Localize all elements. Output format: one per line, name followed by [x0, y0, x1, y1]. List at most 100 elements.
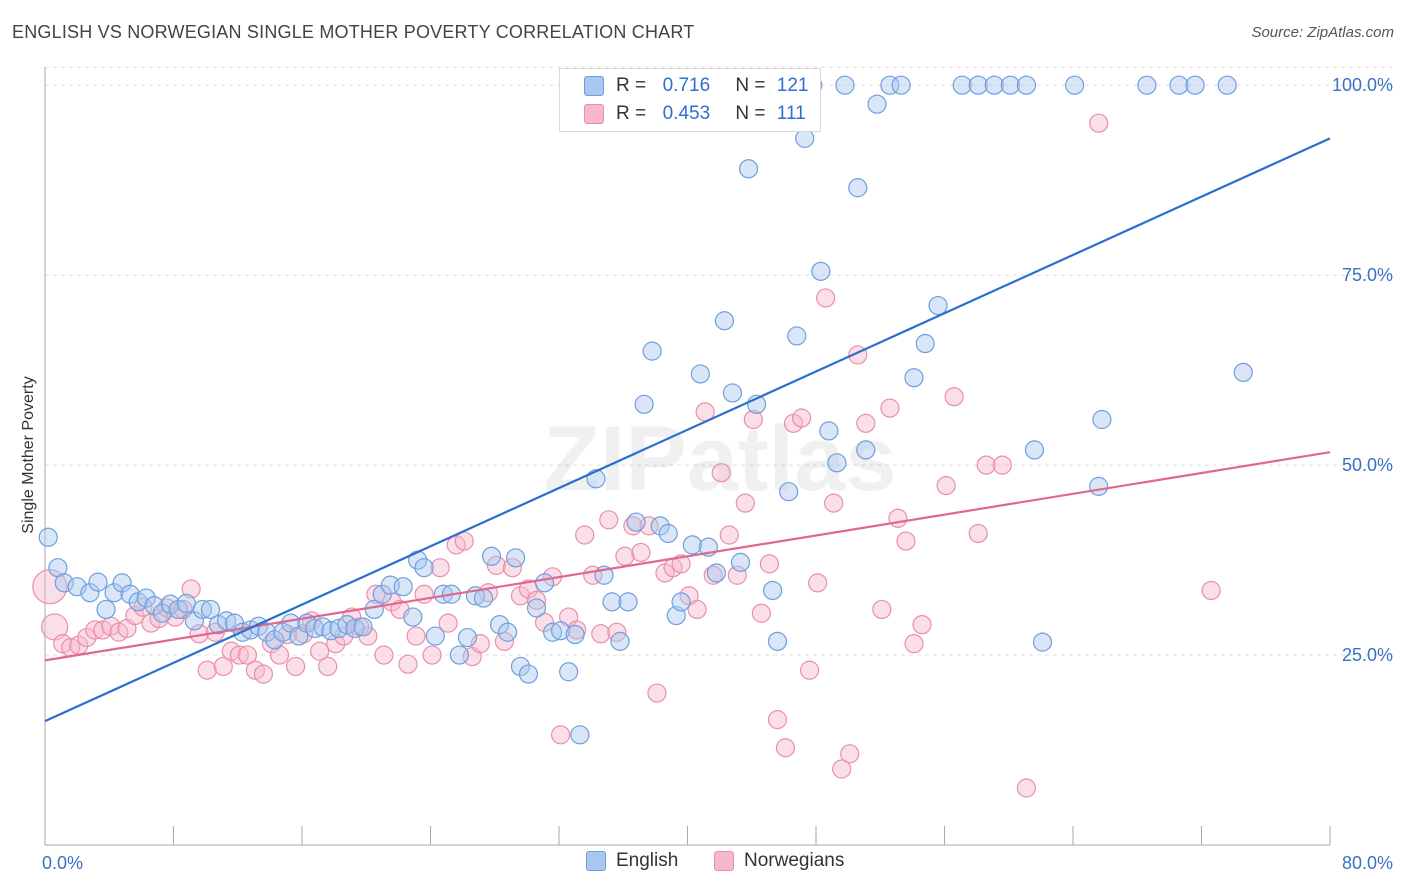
english-point: [891, 75, 911, 95]
y-axis-label: Single Mother Poverty: [20, 376, 37, 533]
norwegians-point: [687, 599, 707, 620]
english-point: [449, 645, 470, 665]
norwegians-point: [872, 599, 892, 620]
norwegians-point: [647, 683, 667, 703]
english-point: [642, 341, 662, 361]
axes: [44, 67, 1331, 846]
norwegians-point: [486, 555, 506, 575]
stats-legend: R = 0.716 N = 121 R = 0.453 N = 111: [559, 68, 821, 132]
norwegians-point: [904, 634, 924, 654]
english-point: [1016, 75, 1037, 95]
norwegians-point: [840, 744, 860, 764]
english-point: [602, 592, 622, 612]
norwegians-point: [735, 493, 755, 513]
norwegians-point: [1201, 580, 1221, 601]
norwegians-point: [824, 493, 844, 513]
norwegians-point: [711, 463, 731, 483]
norwegians-point: [213, 656, 233, 677]
english-point: [658, 523, 678, 544]
chart-title: ENGLISH VS NORWEGIAN SINGLE MOTHER POVER…: [12, 22, 695, 42]
norwegians-point: [751, 603, 771, 623]
english-point: [257, 622, 277, 642]
english-point: [393, 577, 413, 597]
english-point: [618, 592, 638, 612]
english-point: [1065, 75, 1085, 95]
watermark: ZIPatlas: [544, 408, 897, 510]
norwegians-point: [534, 612, 555, 632]
norwegians-point: [422, 645, 442, 665]
english-n-value: 121: [776, 75, 809, 96]
x-tick-label-max: 80.0%: [1342, 853, 1393, 873]
english-point: [915, 333, 935, 354]
norwegians-point: [799, 660, 820, 680]
english-point: [1024, 440, 1045, 460]
norwegians-point: [816, 288, 836, 308]
trend-lines: [44, 137, 1331, 723]
english-point: [96, 599, 116, 620]
norwegians-point: [173, 599, 193, 620]
bottom-legend-norwegians[interactable]: Norwegians: [714, 850, 844, 872]
norwegians-point: [85, 620, 105, 640]
english-r-label: R =: [616, 75, 647, 96]
english-point: [682, 535, 702, 555]
english-point: [498, 622, 518, 642]
english-point: [518, 664, 539, 684]
norwegians-point: [703, 565, 723, 585]
norwegians-point: [808, 573, 828, 593]
norwegians-point: [510, 586, 531, 606]
norwegians-point: [631, 542, 651, 563]
english-point: [787, 326, 807, 346]
english-point: [489, 615, 510, 635]
norwegians-point: [775, 738, 796, 758]
english-point: [1233, 362, 1253, 383]
norwegians-point: [430, 558, 450, 578]
english-point: [928, 295, 948, 316]
english-point: [1000, 75, 1020, 95]
legend-row-norwegians: R = 0.453 N = 111: [560, 100, 806, 128]
english-point: [526, 598, 547, 618]
norwegians-legend-swatch: [714, 851, 734, 871]
norwegians-point: [310, 641, 330, 661]
norwegians-point: [976, 455, 996, 475]
y-tick-label: 75.0%: [1342, 265, 1393, 285]
english-point: [835, 75, 855, 95]
norwegians-trend-line: [44, 451, 1331, 662]
norwegians-point: [671, 554, 691, 574]
norwegians-point: [285, 656, 306, 677]
norwegians-point: [856, 413, 876, 433]
english-point: [984, 75, 1004, 95]
english-point: [414, 558, 434, 578]
english-r-value: 0.716: [662, 75, 711, 96]
norwegians-point: [77, 627, 97, 648]
bottom-legend-english[interactable]: English: [586, 850, 678, 872]
english-point: [671, 592, 691, 612]
norwegians-point: [32, 569, 68, 605]
norwegians-point: [880, 398, 900, 418]
english-swatch: [584, 76, 604, 96]
source-attribution: Source: ZipAtlas.com: [1251, 24, 1394, 41]
norwegians-point: [936, 476, 956, 496]
english-point: [345, 618, 365, 639]
english-trend-line: [44, 137, 1331, 723]
english-point: [767, 631, 788, 651]
english-point: [88, 572, 108, 592]
english-point: [176, 593, 196, 613]
norwegians-point: [318, 656, 338, 677]
english-point: [559, 662, 579, 682]
english-point: [610, 631, 630, 651]
english-point: [265, 630, 285, 650]
norwegians-point: [438, 613, 458, 633]
english-point: [690, 364, 710, 384]
gridlines: [45, 66, 1392, 656]
norwegians-point: [406, 626, 426, 646]
english-point: [136, 588, 156, 608]
english-point: [1217, 75, 1237, 95]
english-point: [763, 580, 783, 601]
english-point: [1092, 409, 1112, 430]
english-point: [542, 622, 563, 642]
norwegians-point: [261, 634, 282, 654]
tick-labels: 25.0% 50.0% 75.0% 100.0% 0.0% 80.0%: [42, 75, 1393, 873]
norwegians-point: [639, 516, 659, 536]
norwegians-n-label: N =: [735, 103, 766, 124]
